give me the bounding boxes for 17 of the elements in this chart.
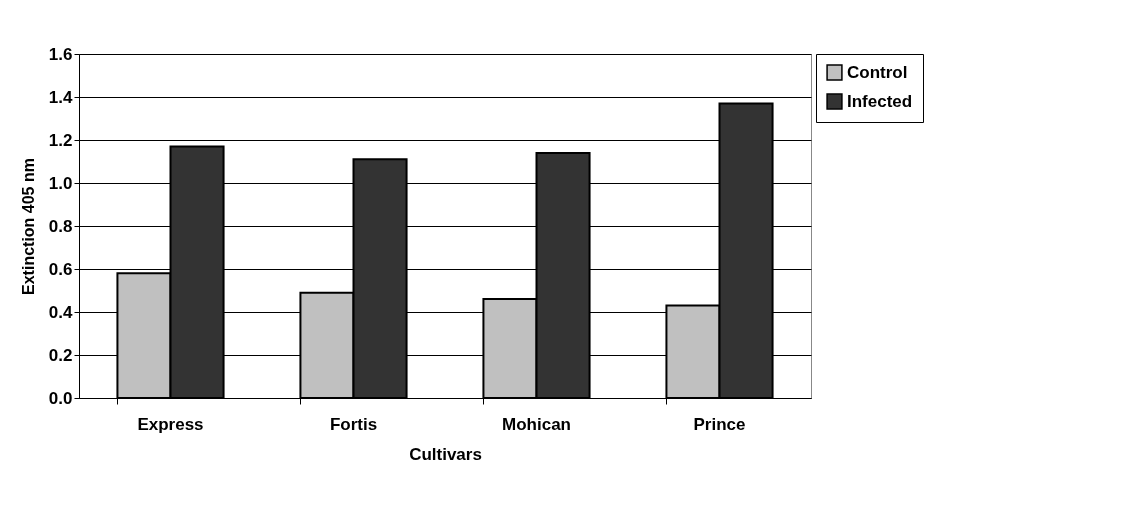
y-tick-label: 1.6 [48,44,73,64]
y-axis-title: Extinction 405 nm [19,158,37,295]
x-axis-title: Cultivars [409,444,482,464]
y-tick-label: 0.0 [48,388,73,408]
x-tick-label: Express [137,414,204,434]
y-tick-label: 1.2 [48,130,73,150]
y-tick-label: 1.4 [48,87,74,107]
y-tick-label: 0.8 [48,216,73,236]
legend-label: Infected [847,91,913,111]
y-tick-label: 0.4 [48,302,74,322]
x-tick-label: Prince [693,414,746,434]
x-tick-label: Mohican [502,414,571,434]
y-tick-label: 0.6 [48,259,73,279]
legend-label: Control [847,62,908,82]
y-tick-label: 1.0 [48,173,73,193]
y-tick-label: 0.2 [48,345,73,365]
x-tick-label: Fortis [329,414,378,434]
